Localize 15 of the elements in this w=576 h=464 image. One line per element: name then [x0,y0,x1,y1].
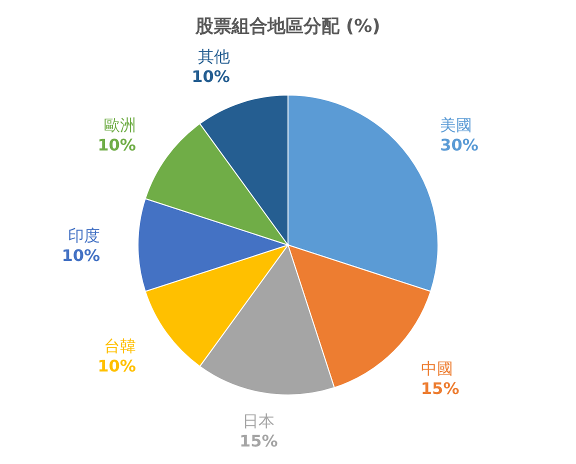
data-label: 10% [98,135,136,154]
slice-label: 中國 [420,358,453,378]
slice-label: 日本 [242,412,275,431]
data-label: 15% [420,378,460,398]
data-label: 10% [62,246,100,265]
data-label: 30% [440,135,478,154]
chart-title: 股票組合地區分配 (%) [194,16,380,37]
slice-label: 其他 [198,47,230,66]
data-label: 10% [98,356,136,376]
data-label: 10% [192,67,230,86]
slice-label: 歐洲 [104,115,136,134]
slice-label: 台韓 [104,336,136,356]
slice-label: 美國 [440,115,472,134]
data-label: 15% [239,432,278,451]
slice-label: 印度 [68,226,100,245]
